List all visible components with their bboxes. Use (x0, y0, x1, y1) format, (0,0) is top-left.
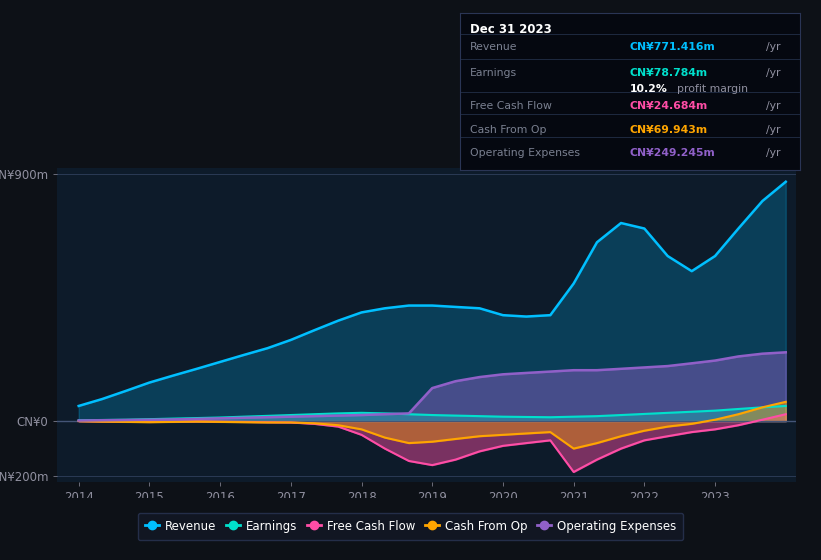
Legend: Revenue, Earnings, Free Cash Flow, Cash From Op, Operating Expenses: Revenue, Earnings, Free Cash Flow, Cash … (138, 513, 683, 540)
Text: Dec 31 2023: Dec 31 2023 (470, 23, 552, 36)
Text: profit margin: profit margin (677, 84, 748, 94)
Text: CN¥771.416m: CN¥771.416m (630, 41, 715, 52)
Text: Operating Expenses: Operating Expenses (470, 148, 580, 158)
Text: /yr: /yr (766, 68, 780, 78)
Text: 10.2%: 10.2% (630, 84, 667, 94)
Text: Revenue: Revenue (470, 41, 517, 52)
Text: Earnings: Earnings (470, 68, 517, 78)
Text: CN¥69.943m: CN¥69.943m (630, 125, 708, 135)
Text: CN¥249.245m: CN¥249.245m (630, 148, 715, 158)
Text: /yr: /yr (766, 41, 780, 52)
Text: Cash From Op: Cash From Op (470, 125, 547, 135)
Text: CN¥78.784m: CN¥78.784m (630, 68, 708, 78)
Text: /yr: /yr (766, 101, 780, 111)
Text: /yr: /yr (766, 148, 780, 158)
Text: CN¥24.684m: CN¥24.684m (630, 101, 708, 111)
Text: /yr: /yr (766, 125, 780, 135)
Text: Free Cash Flow: Free Cash Flow (470, 101, 552, 111)
